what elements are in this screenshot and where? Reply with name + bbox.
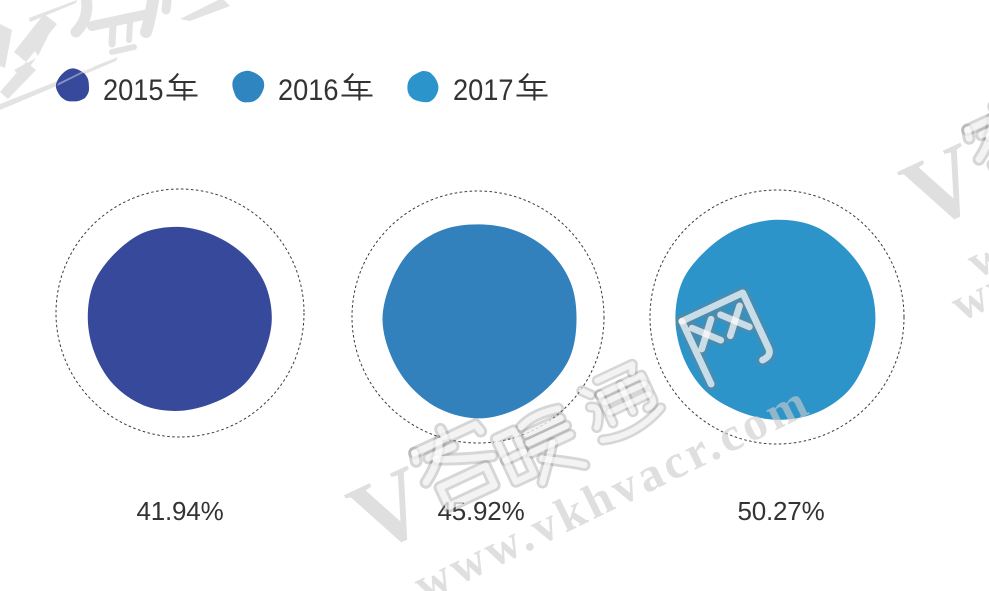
- svg-text:2015: 2015: [103, 74, 164, 107]
- svg-text:2016: 2016: [278, 74, 339, 107]
- svg-text:45.92%: 45.92%: [438, 496, 525, 526]
- svg-text:50.27%: 50.27%: [738, 496, 825, 526]
- svg-text:41.94%: 41.94%: [137, 496, 224, 526]
- svg-text:2017: 2017: [453, 74, 514, 107]
